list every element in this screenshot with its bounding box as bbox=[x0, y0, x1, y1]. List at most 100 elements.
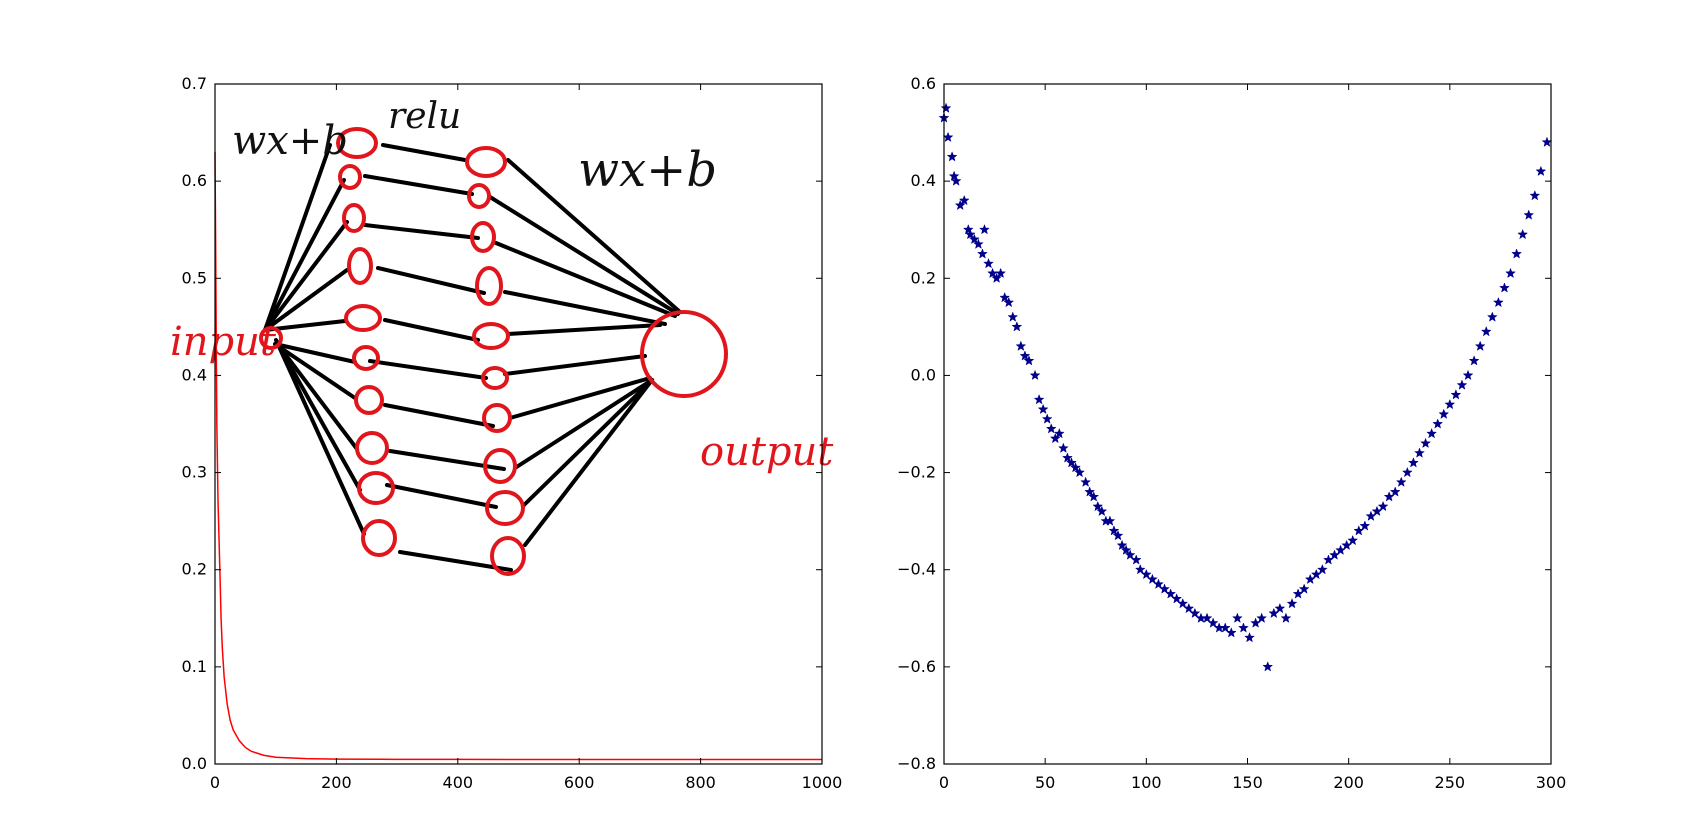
scatter-point bbox=[1130, 554, 1142, 565]
scatter-point bbox=[1377, 500, 1389, 512]
scatter-point bbox=[950, 175, 962, 186]
scatter-point bbox=[1438, 408, 1450, 419]
scatter-point bbox=[1074, 466, 1085, 478]
scatter-point bbox=[1347, 534, 1359, 546]
left-xtick-label: 800 bbox=[685, 773, 716, 792]
scatter-point bbox=[1104, 515, 1116, 526]
scatter-point bbox=[1486, 311, 1498, 322]
input-to-hidden-connections bbox=[263, 143, 366, 536]
scatter-point bbox=[1070, 461, 1081, 473]
annotation-input: input bbox=[170, 319, 277, 365]
scatter-point bbox=[940, 102, 952, 113]
right-xtick-label: 200 bbox=[1333, 773, 1364, 792]
right-xtick-label: 300 bbox=[1536, 773, 1567, 792]
scatter-point bbox=[1096, 505, 1108, 517]
scatter-point bbox=[999, 291, 1011, 303]
scatter-point bbox=[1007, 311, 1019, 322]
scatter-point bbox=[1505, 267, 1516, 279]
scatter-point bbox=[1049, 432, 1061, 444]
scatter-point bbox=[948, 170, 960, 181]
scatter-point bbox=[1517, 228, 1529, 240]
scatter-point bbox=[1033, 393, 1045, 405]
scatter-point bbox=[1529, 189, 1541, 201]
scatter-point bbox=[1023, 355, 1035, 366]
scatter-point bbox=[1395, 476, 1407, 487]
scatter-point bbox=[1045, 423, 1057, 434]
left-xtick-label: 600 bbox=[564, 773, 595, 792]
left-plot-frame bbox=[214, 83, 823, 765]
right-ytick-label: −0.6 bbox=[897, 657, 936, 676]
left-xtick-label: 200 bbox=[321, 773, 352, 792]
scatter-point bbox=[1146, 573, 1158, 585]
right-xtick-label: 0 bbox=[939, 773, 949, 792]
scatter-point bbox=[1201, 612, 1213, 623]
scatter-point bbox=[968, 233, 980, 245]
scatter-point bbox=[1426, 427, 1438, 439]
left-xtick-label: 1000 bbox=[802, 773, 843, 792]
scatter-point bbox=[1003, 296, 1015, 308]
scatter-point bbox=[1511, 248, 1523, 259]
scatter-point bbox=[977, 248, 988, 259]
scatter-point bbox=[1015, 340, 1027, 351]
hidden-to-hidden-connections bbox=[363, 143, 513, 572]
left-series-line bbox=[214, 151, 822, 761]
left-ytick-label: 0.1 bbox=[182, 657, 207, 676]
scatter-point bbox=[1120, 544, 1132, 555]
scatter-point bbox=[1280, 612, 1292, 623]
scatter-point bbox=[1444, 398, 1456, 410]
right-ytick-label: −0.8 bbox=[897, 754, 936, 773]
scatter-point bbox=[1011, 321, 1023, 332]
scatter-point bbox=[1414, 447, 1425, 458]
scatter-point bbox=[1153, 578, 1164, 589]
left-ytick-label: 0.5 bbox=[182, 268, 207, 287]
scatter-point bbox=[991, 272, 1003, 283]
scatter-point bbox=[1316, 563, 1328, 575]
neural-network-sketch: wx+b relu wx+b input output bbox=[170, 96, 834, 576]
scatter-point bbox=[962, 223, 974, 235]
scatter-point bbox=[1274, 602, 1286, 614]
scatter-point bbox=[1401, 466, 1413, 478]
scatter-point bbox=[1057, 442, 1069, 453]
scatter-point bbox=[1108, 525, 1120, 536]
scatter-point bbox=[1134, 563, 1146, 575]
left-chart: wx+b relu wx+b input output 0 200 400 600 80… bbox=[170, 74, 842, 792]
scatter-point bbox=[1535, 165, 1547, 177]
annotation-wxb-1: wx+b bbox=[232, 118, 348, 164]
scatter-point bbox=[964, 228, 976, 240]
scatter-point bbox=[1359, 520, 1371, 531]
left-ytick-label: 0.0 bbox=[182, 754, 207, 773]
right-ytick-label: 0.0 bbox=[911, 365, 936, 384]
scatter-point bbox=[1499, 282, 1510, 293]
scatter-point bbox=[1468, 355, 1480, 366]
scatter-point bbox=[1238, 622, 1249, 633]
scatter-point bbox=[1124, 549, 1136, 560]
left-plot-area bbox=[215, 84, 822, 764]
right-ytick-label: 0.4 bbox=[911, 171, 936, 190]
scatter-point bbox=[1219, 622, 1231, 633]
scatter-point bbox=[954, 199, 966, 211]
scatter-point bbox=[1420, 437, 1431, 449]
scatter-point bbox=[1474, 340, 1486, 351]
right-plot-area bbox=[944, 84, 1551, 764]
scatter-point bbox=[1189, 607, 1201, 619]
scatter-point bbox=[1207, 617, 1219, 628]
left-ytick-label: 0.3 bbox=[182, 463, 207, 482]
left-series-lines bbox=[214, 151, 822, 761]
scatter-point bbox=[1298, 583, 1310, 594]
left-ytick-label: 0.2 bbox=[182, 560, 207, 579]
scatter-point bbox=[1159, 583, 1170, 594]
scatter-point bbox=[1116, 539, 1128, 551]
right-ytick-label: 0.2 bbox=[911, 268, 936, 287]
scatter-point bbox=[1053, 427, 1065, 439]
annotation-output: output bbox=[700, 429, 834, 475]
scatter-point bbox=[1177, 597, 1189, 609]
scatter-point bbox=[1066, 457, 1077, 468]
scatter-point bbox=[1061, 452, 1073, 463]
scatter-point bbox=[1231, 612, 1243, 623]
left-ytick-label: 0.4 bbox=[182, 365, 207, 384]
scatter-point bbox=[1256, 612, 1268, 623]
scatter-point bbox=[1389, 486, 1401, 497]
scatter-point bbox=[1041, 413, 1053, 424]
right-chart: 0 50 100 150 200 250 300 −0.8 −0.6 −0.4 −0.2 0.0 0.2… bbox=[897, 74, 1566, 792]
